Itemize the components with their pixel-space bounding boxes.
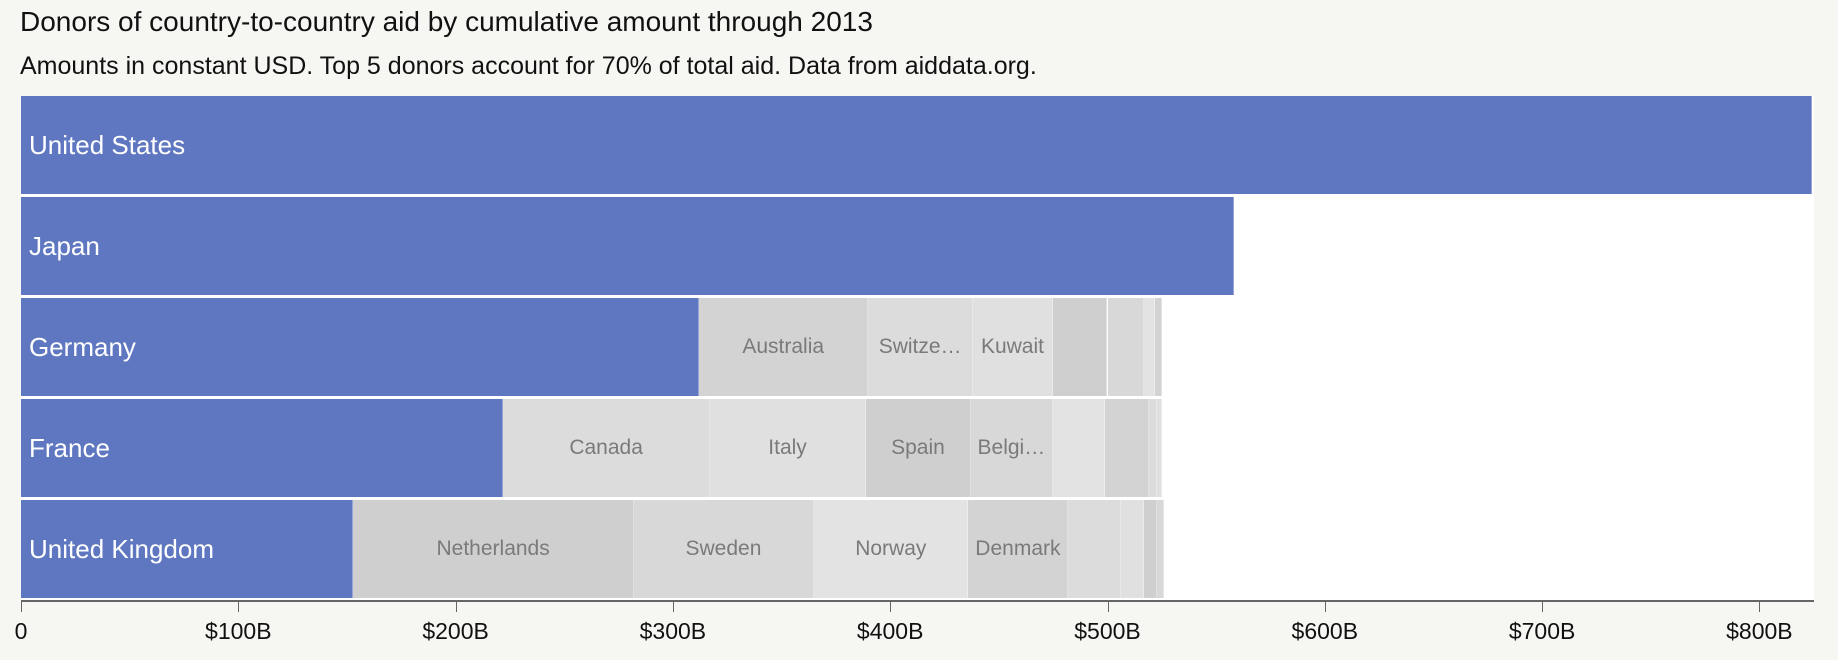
segment-other (1157, 399, 1162, 497)
bar-united-kingdom: United Kingdom (21, 500, 354, 598)
x-tick (1324, 602, 1326, 612)
bar-united-states: United States (21, 96, 1812, 194)
x-tick (1542, 602, 1544, 612)
x-tick-label: $200B (422, 618, 489, 644)
x-tick (21, 602, 22, 612)
x-tick-label: $700B (1508, 618, 1576, 644)
segment-netherlands: Netherlands (353, 500, 634, 598)
segment-other (1120, 500, 1145, 598)
segment-other (1155, 298, 1162, 396)
segment-other (1105, 399, 1149, 497)
segment-other (1144, 298, 1156, 396)
segment-switze: Switze… (868, 298, 973, 396)
x-tick-label: $600B (1291, 618, 1359, 644)
chart-title: Donors of country-to-country aid by cumu… (20, 6, 873, 37)
x-tick (455, 602, 457, 612)
segment-belgi: Belgi… (970, 399, 1054, 497)
chart-subtitle: Amounts in constant USD. Top 5 donors ac… (20, 52, 1037, 80)
bar-france: France (21, 399, 504, 497)
segment-other (1107, 298, 1145, 396)
segment-denmark: Denmark (968, 500, 1069, 598)
x-tick-label: $100B (205, 618, 272, 644)
x-tick (672, 602, 674, 612)
x-tick-label: $500B (1074, 618, 1141, 644)
segment-other (1068, 500, 1121, 598)
segment-canada: Canada (503, 399, 710, 497)
segment-other (1144, 500, 1158, 598)
segment-australia: Australia (698, 298, 869, 396)
segment-other (1148, 399, 1158, 497)
segment-kuwait: Kuwait (972, 298, 1054, 396)
x-tick (890, 602, 892, 612)
x-tick (1759, 602, 1761, 612)
segment-norway: Norway (814, 500, 969, 598)
bar-japan: Japan (21, 197, 1234, 295)
segment-other (1053, 298, 1108, 396)
bar-germany: Germany (21, 298, 699, 396)
segment-spain: Spain (866, 399, 971, 497)
segment-italy: Italy (709, 399, 867, 497)
x-tick-label: 0 (14, 618, 28, 644)
x-tick-label: $800B (1726, 618, 1793, 644)
x-tick (238, 602, 240, 612)
segment-other (1053, 399, 1106, 497)
x-tick-label: $400B (856, 618, 924, 644)
x-tick-label: $300B (639, 618, 707, 644)
plot-area: United States Japan Germany Australia Switze… (21, 96, 1814, 601)
x-tick (1107, 602, 1109, 612)
segment-other (1157, 500, 1164, 598)
segment-sweden: Sweden (633, 500, 815, 598)
x-axis (21, 600, 1814, 602)
